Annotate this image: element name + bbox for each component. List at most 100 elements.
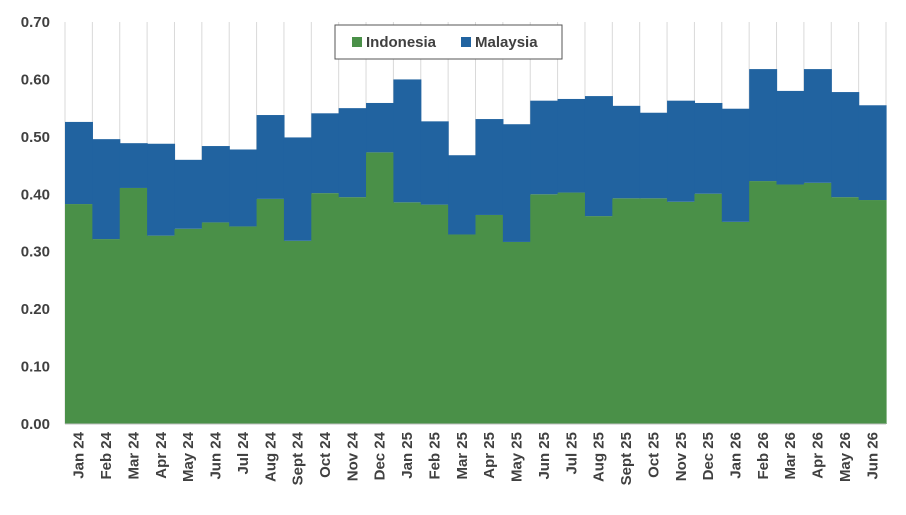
x-tick-label: Dec 25 <box>700 432 717 480</box>
x-tick-label: May 24 <box>180 431 197 482</box>
bar-malaysia-feb-25 <box>420 121 449 205</box>
bar-indonesia-feb-25 <box>420 204 449 424</box>
y-tick-label: 0.40 <box>21 186 50 203</box>
bar-malaysia-feb-24 <box>92 139 121 240</box>
bar-malaysia-oct-24 <box>311 113 340 194</box>
bar-indonesia-feb-26 <box>749 181 778 424</box>
bar-malaysia-oct-25 <box>639 112 668 199</box>
x-tick-label: May 25 <box>509 432 526 482</box>
bar-malaysia-feb-26 <box>749 69 778 182</box>
bar-malaysia-nov-25 <box>667 100 696 202</box>
x-tick-label: Jun 25 <box>536 432 553 480</box>
bar-indonesia-jul-24 <box>229 226 258 424</box>
x-tick-label: Oct 24 <box>317 431 334 478</box>
bar-indonesia-mar-24 <box>119 187 148 424</box>
y-tick-label: 0.70 <box>21 14 50 31</box>
bar-malaysia-sept-24 <box>283 137 312 241</box>
x-tick-label: Apr 26 <box>810 432 827 479</box>
bar-malaysia-jan-26 <box>721 108 750 222</box>
x-tick-label: Aug 24 <box>262 431 279 482</box>
x-tick-label: Mar 26 <box>782 432 799 480</box>
x-tick-label: Apr 24 <box>153 431 170 478</box>
bar-indonesia-mar-25 <box>448 234 477 424</box>
bar-malaysia-apr-25 <box>475 119 504 215</box>
bar-indonesia-jun-24 <box>201 222 230 424</box>
y-tick-label: 0.50 <box>21 129 50 146</box>
bar-indonesia-jan-26 <box>721 221 750 424</box>
x-tick-label: Sept 24 <box>290 431 307 485</box>
legend-label-malaysia: Malaysia <box>475 34 538 51</box>
bar-indonesia-may-26 <box>831 197 860 424</box>
x-tick-label: Jan 25 <box>399 432 416 479</box>
bar-indonesia-oct-24 <box>311 193 340 424</box>
bar-malaysia-may-26 <box>831 92 860 198</box>
bar-malaysia-nov-24 <box>338 108 367 198</box>
x-tick-label: Mar 24 <box>125 431 142 479</box>
bar-malaysia-apr-26 <box>803 69 832 183</box>
x-tick-label: Oct 25 <box>645 432 662 478</box>
bar-indonesia-may-24 <box>174 228 203 424</box>
x-tick-label: Feb 24 <box>98 431 115 479</box>
x-tick-label: Jan 24 <box>71 431 88 478</box>
bar-malaysia-dec-25 <box>694 102 723 194</box>
x-tick-label: Apr 25 <box>481 432 498 479</box>
bar-indonesia-aug-24 <box>256 198 285 424</box>
bar-malaysia-mar-25 <box>448 155 477 235</box>
y-tick-label: 0.00 <box>21 416 50 433</box>
bar-indonesia-jun-26 <box>858 200 887 424</box>
bar-indonesia-jan-25 <box>393 202 422 424</box>
bar-indonesia-dec-25 <box>694 193 723 424</box>
x-tick-label: Mar 25 <box>454 432 471 480</box>
legend-swatch-malaysia <box>461 37 471 47</box>
axes: 0.00 0.10 0.20 0.30 0.40 0.50 0.60 0.70 Jan 24 Fe… <box>21 14 886 485</box>
y-tick-label: 0.30 <box>21 244 50 261</box>
x-tick-label: Sept 25 <box>618 432 635 485</box>
bar-indonesia-sept-24 <box>283 240 312 424</box>
x-tick-label: Jun 26 <box>864 432 881 480</box>
bar-malaysia-aug-24 <box>256 115 285 199</box>
bar-indonesia-jun-25 <box>530 194 559 424</box>
x-tick-label: Jun 24 <box>208 431 225 479</box>
x-tick-label: Nov 24 <box>344 431 361 481</box>
x-tick-label: May 26 <box>837 432 854 482</box>
bar-indonesia-feb-24 <box>92 239 121 424</box>
bar-malaysia-jan-24 <box>65 121 93 205</box>
bar-malaysia-jan-25 <box>393 79 422 203</box>
bar-indonesia-apr-25 <box>475 214 504 424</box>
y-tick-label: 0.10 <box>21 359 50 376</box>
x-tick-label: Jul 24 <box>235 431 252 474</box>
bar-indonesia-sept-25 <box>612 198 641 424</box>
y-tick-label: 0.60 <box>21 71 50 88</box>
bar-indonesia-aug-25 <box>584 216 613 424</box>
bar-indonesia-may-25 <box>502 241 531 424</box>
bar-indonesia-jan-24 <box>65 204 93 424</box>
bar-malaysia-may-24 <box>174 159 203 229</box>
bar-indonesia-mar-26 <box>776 184 805 424</box>
bar-malaysia-apr-24 <box>147 143 176 236</box>
bar-indonesia-apr-26 <box>803 182 832 424</box>
legend-box <box>334 24 563 60</box>
bar-malaysia-jun-24 <box>201 146 230 223</box>
bar-indonesia-nov-25 <box>667 201 696 424</box>
bars <box>65 69 887 424</box>
bar-malaysia-dec-24 <box>366 102 394 153</box>
x-tick-label: Dec 24 <box>372 431 389 480</box>
bar-malaysia-jul-25 <box>557 98 586 193</box>
legend-swatch-indonesia <box>352 37 362 47</box>
legend-label-indonesia: Indonesia <box>366 34 437 51</box>
x-tick-label: Aug 25 <box>591 432 608 482</box>
x-tick-label: Feb 26 <box>755 432 772 480</box>
bar-malaysia-jul-24 <box>229 149 258 227</box>
bar-indonesia-dec-24 <box>366 152 394 424</box>
bar-indonesia-nov-24 <box>338 197 367 424</box>
bar-malaysia-mar-24 <box>119 143 148 188</box>
bar-indonesia-oct-25 <box>639 198 668 424</box>
bar-malaysia-may-25 <box>502 124 531 242</box>
bar-malaysia-jun-26 <box>858 105 887 201</box>
bar-malaysia-sept-25 <box>612 105 641 199</box>
x-tick-label: Nov 25 <box>673 432 690 481</box>
bar-indonesia-jul-25 <box>557 192 586 424</box>
y-tick-label: 0.20 <box>21 301 50 318</box>
